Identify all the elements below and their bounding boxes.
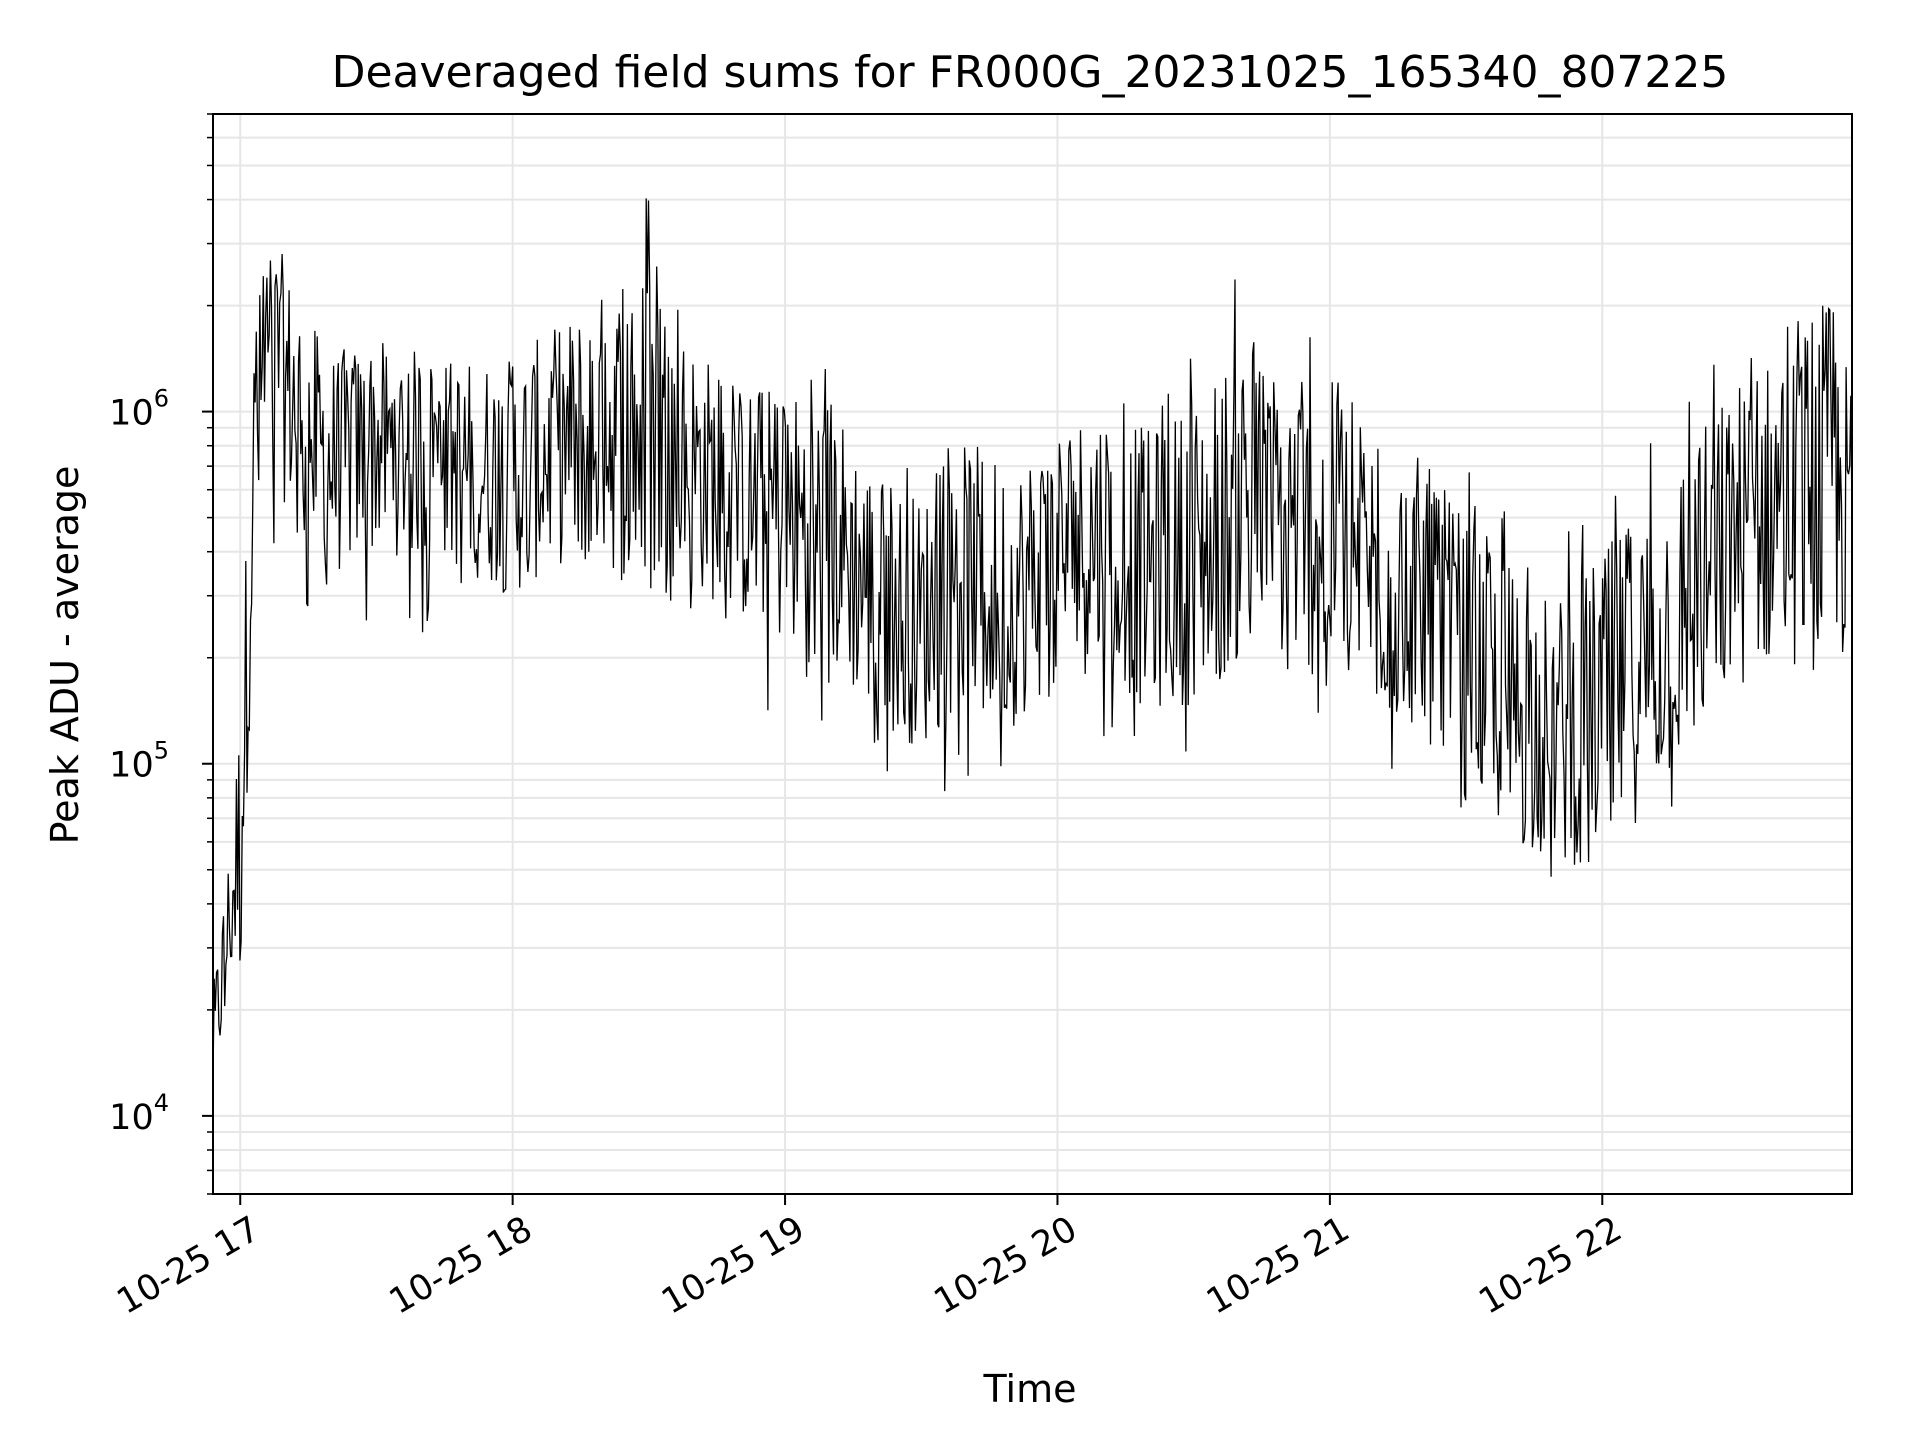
y-tick-label: 106 bbox=[109, 385, 169, 434]
y-tick-exponent: 4 bbox=[154, 1089, 169, 1117]
y-tick-label: 105 bbox=[109, 737, 169, 786]
x-tick-label: 10-25 18 bbox=[383, 1209, 539, 1322]
y-tick-base: 10 bbox=[109, 1098, 154, 1138]
y-tick-label: 104 bbox=[109, 1089, 169, 1138]
plot-frame bbox=[212, 113, 1853, 1195]
y-tick-base: 10 bbox=[109, 746, 154, 786]
y-tick-exponent: 6 bbox=[154, 385, 169, 413]
y-axis-label: Peak ADU - average bbox=[43, 466, 87, 845]
x-tick-label: 10-25 20 bbox=[928, 1209, 1084, 1322]
series-line bbox=[212, 198, 1853, 1080]
y-tick-exponent: 5 bbox=[154, 737, 169, 765]
x-tick-label: 10-25 21 bbox=[1200, 1209, 1356, 1322]
x-tick-label: 10-25 17 bbox=[110, 1209, 266, 1322]
x-tick-label: 10-25 19 bbox=[655, 1209, 811, 1322]
x-tick-label: 10-25 22 bbox=[1473, 1209, 1629, 1322]
x-axis-label: Time bbox=[983, 1367, 1077, 1411]
y-tick-base: 10 bbox=[109, 394, 154, 434]
series-layer bbox=[212, 198, 1853, 1080]
x-axis: 10-25 17 10-25 18 10-25 19 10-25 20 10-25 21… bbox=[110, 1194, 1629, 1322]
chart-title: Deaveraged field sums for FR000G_2023102… bbox=[332, 47, 1729, 98]
